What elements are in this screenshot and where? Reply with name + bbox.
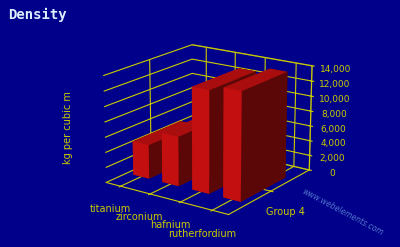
Text: kg per cubic m: kg per cubic m: [63, 91, 73, 164]
Text: www.webelements.com: www.webelements.com: [300, 186, 384, 237]
Text: Density: Density: [8, 7, 67, 21]
